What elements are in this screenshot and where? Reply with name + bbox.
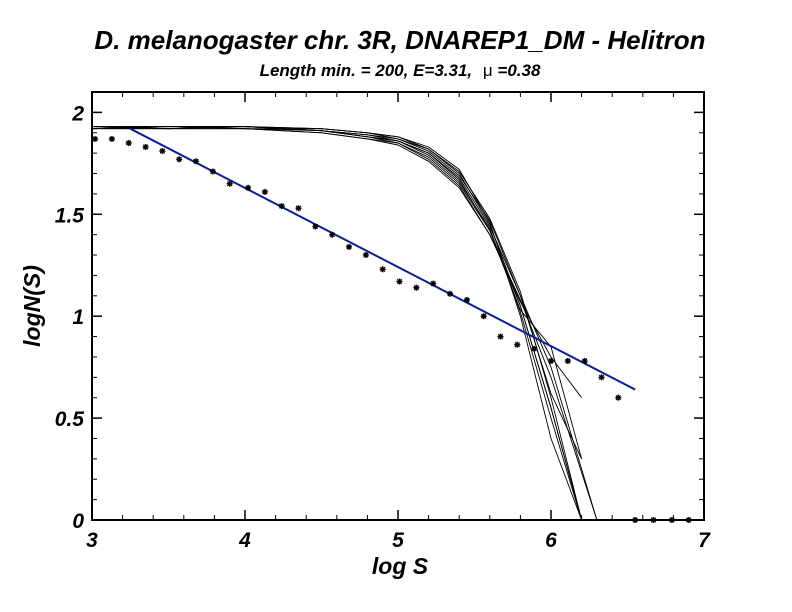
axis-ticks bbox=[91, 91, 705, 521]
data-point bbox=[564, 358, 571, 364]
y-tick-labels: 0 0.5 1 1.5 2 bbox=[55, 102, 85, 533]
data-point bbox=[295, 205, 302, 212]
data-point bbox=[531, 345, 538, 352]
fit-line bbox=[129, 127, 636, 391]
x-tick-label: 5 bbox=[392, 529, 404, 552]
simulation-curve-2 bbox=[92, 128, 598, 521]
fit-line-group bbox=[129, 127, 636, 391]
data-point bbox=[447, 290, 453, 297]
x-tick-label: 6 bbox=[545, 529, 557, 552]
data-point bbox=[581, 358, 588, 364]
data-point bbox=[159, 148, 166, 155]
data-point bbox=[463, 296, 470, 303]
y-tick-label: 2 bbox=[71, 102, 84, 125]
chart-title: D. melanogaster chr. 3R, DNAREP1_DM - He… bbox=[94, 25, 705, 55]
x-tick-labels: 3 4 5 6 7 bbox=[86, 529, 711, 552]
simulation-curve-8 bbox=[91, 126, 598, 521]
data-point bbox=[209, 168, 216, 175]
data-point bbox=[346, 243, 352, 250]
x-tick-label: 7 bbox=[698, 529, 711, 552]
data-point bbox=[108, 135, 115, 142]
subtitle-prefix: Length min. = 200, E=3.31, bbox=[260, 61, 473, 80]
data-point bbox=[278, 203, 285, 210]
data-point bbox=[329, 231, 336, 238]
x-axis-label: log S bbox=[372, 553, 429, 579]
data-point bbox=[261, 188, 268, 195]
x-tick-label: 4 bbox=[238, 529, 251, 552]
data-point bbox=[362, 252, 369, 258]
y-tick-label: 0.5 bbox=[55, 408, 85, 431]
y-tick-label: 1.5 bbox=[55, 204, 85, 227]
data-point bbox=[142, 144, 149, 150]
chart-subtitle: Length min. = 200, E=3.31, μ =0.38 bbox=[260, 61, 541, 80]
data-point bbox=[396, 278, 403, 285]
simulation-curves bbox=[91, 126, 598, 521]
y-tick-label: 1 bbox=[72, 306, 84, 329]
data-point bbox=[125, 140, 132, 146]
subtitle-mu-symbol: μ bbox=[483, 61, 493, 80]
data-point bbox=[92, 135, 99, 142]
y-axis-label: logN(S) bbox=[19, 265, 45, 347]
data-point bbox=[598, 374, 605, 381]
data-point bbox=[497, 333, 504, 340]
data-point bbox=[615, 394, 622, 401]
data-point bbox=[193, 158, 199, 165]
data-point bbox=[379, 266, 386, 273]
data-point bbox=[245, 184, 252, 191]
data-point bbox=[514, 341, 521, 348]
simulation-curve-3 bbox=[91, 126, 583, 460]
data-point bbox=[430, 280, 437, 287]
data-point bbox=[226, 180, 233, 187]
simulation-curve-9 bbox=[91, 126, 583, 460]
x-tick-label: 3 bbox=[86, 529, 98, 552]
data-point bbox=[548, 358, 554, 364]
observed-points bbox=[92, 135, 692, 523]
subtitle-mu-value: =0.38 bbox=[497, 61, 541, 80]
data-point bbox=[413, 284, 420, 291]
y-tick-label: 0 bbox=[72, 510, 84, 533]
data-point bbox=[312, 223, 319, 230]
data-point bbox=[480, 313, 487, 320]
data-point bbox=[176, 156, 183, 163]
